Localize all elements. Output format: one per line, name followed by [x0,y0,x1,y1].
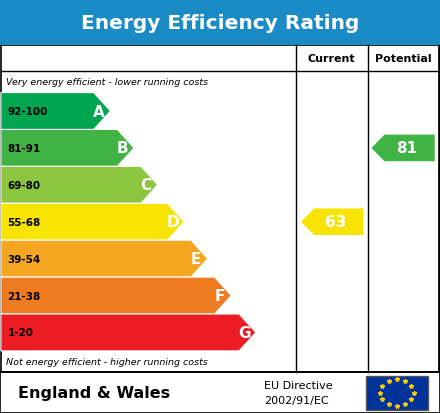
Text: F: F [214,288,225,303]
Polygon shape [1,167,158,204]
Text: 63: 63 [326,215,347,230]
Text: England & Wales: England & Wales [18,385,170,400]
Text: 2002/91/EC: 2002/91/EC [264,395,329,405]
Bar [366,376,428,410]
Text: 81-91: 81-91 [7,144,40,154]
Text: 81: 81 [396,141,418,156]
Polygon shape [1,130,134,167]
Text: 92-100: 92-100 [7,107,48,117]
Polygon shape [1,314,256,351]
Text: 69-80: 69-80 [7,180,40,190]
Text: 39-54: 39-54 [7,254,41,264]
Text: Very energy efficient - lower running costs: Very energy efficient - lower running co… [6,78,208,87]
Text: D: D [166,215,179,230]
Text: B: B [117,141,128,156]
Text: Potential: Potential [375,54,432,64]
Text: Current: Current [308,54,356,64]
Text: Not energy efficient - higher running costs: Not energy efficient - higher running co… [6,357,208,366]
Text: 21-38: 21-38 [7,291,41,301]
Text: A: A [93,104,105,119]
Text: G: G [238,325,250,340]
Polygon shape [1,278,231,314]
Text: C: C [140,178,151,193]
Text: Energy Efficiency Rating: Energy Efficiency Rating [81,14,359,33]
Polygon shape [371,135,435,162]
Polygon shape [1,204,184,241]
Polygon shape [301,209,363,235]
Text: 55-68: 55-68 [7,217,41,227]
Polygon shape [1,241,208,278]
Bar [1,46,439,373]
Polygon shape [1,93,110,130]
Bar [0,373,440,413]
Bar [0,0,440,46]
Text: 1-20: 1-20 [7,328,33,338]
Text: E: E [191,252,201,266]
Text: EU Directive: EU Directive [264,380,333,390]
